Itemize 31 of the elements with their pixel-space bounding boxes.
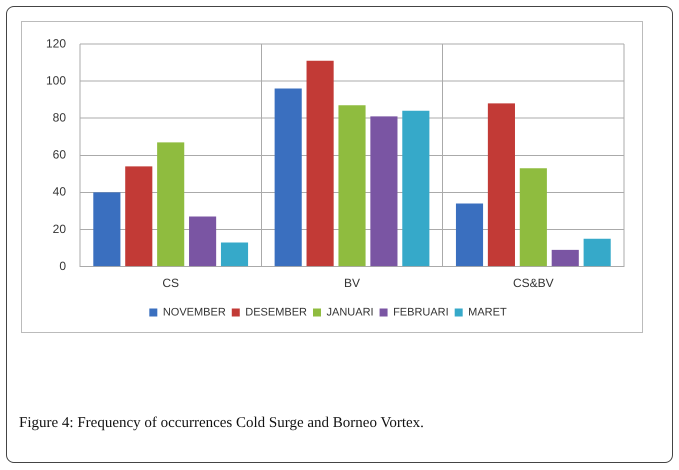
legend-label: DESEMBER [245, 306, 308, 319]
y-tick-label: 0 [59, 258, 66, 273]
bar [584, 238, 611, 266]
y-tick-label: 120 [46, 36, 66, 50]
y-tick-label: 20 [52, 222, 66, 236]
bar [220, 242, 248, 266]
bar [125, 166, 152, 266]
y-tick-label: 60 [52, 148, 66, 162]
bar [157, 142, 184, 266]
x-tick-label: CS&BV [512, 276, 554, 290]
bar [338, 105, 366, 266]
bar [93, 192, 120, 266]
y-tick-label: 100 [46, 73, 66, 88]
bar [488, 103, 515, 266]
x-tick-label: BV [344, 276, 360, 290]
x-tick-label: CS [162, 276, 180, 290]
bar [306, 60, 334, 266]
bar [402, 110, 430, 266]
bar [456, 204, 484, 266]
legend-label: NOVEMBER [162, 306, 226, 319]
y-tick-label: 80 [52, 110, 66, 125]
legend-label: FEBRUARI [393, 306, 449, 319]
legend-label: MARET [468, 306, 507, 319]
bar [552, 250, 579, 266]
bar [520, 168, 547, 266]
caption: Figure 4: Frequency of occurrences Cold Surge and Borneo Vortex. [19, 415, 425, 432]
legend-label: JANUARI [326, 306, 374, 319]
bar [370, 116, 398, 266]
y-tick-label: 40 [52, 184, 66, 199]
bar [189, 216, 216, 266]
bar [274, 88, 302, 266]
